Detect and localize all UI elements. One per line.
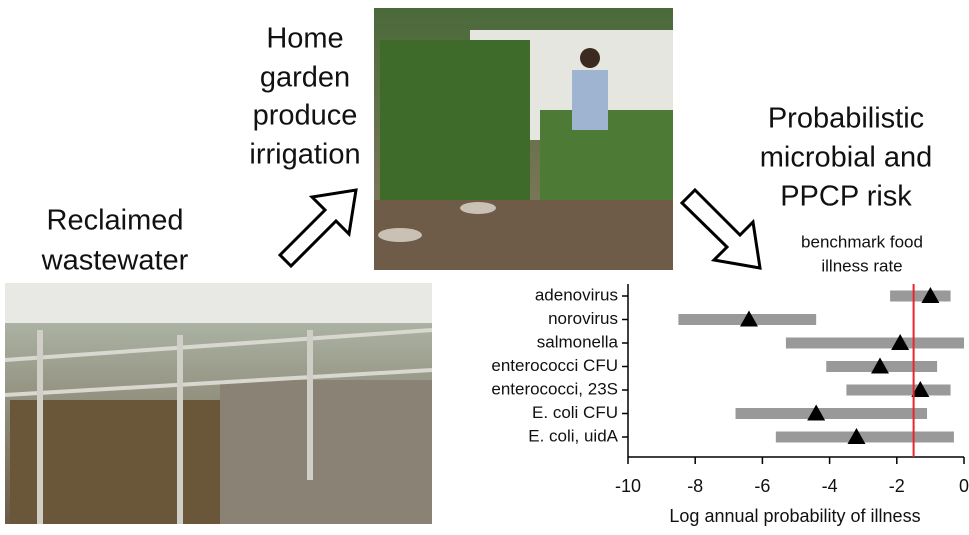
point-marker [921, 287, 940, 303]
x-axis-label: Log annual probability of illness [669, 506, 920, 526]
y-tick-label: E. coli CFU [532, 403, 618, 422]
range-bar [735, 408, 928, 419]
point-marker [871, 357, 889, 374]
x-tick-label: -8 [687, 476, 703, 496]
benchmark-label: illness rate [821, 256, 902, 275]
y-tick-label: enterococci, 23S [491, 379, 618, 398]
y-tick-label: salmonella [537, 332, 619, 351]
y-tick-label: norovirus [548, 309, 618, 328]
point-marker [847, 428, 866, 444]
x-tick-label: -2 [889, 476, 905, 496]
caption: Probabilistic [768, 103, 924, 135]
x-tick-label: -4 [822, 476, 838, 496]
garden-photo [374, 8, 673, 270]
x-tick-label: -10 [615, 476, 641, 496]
point-marker [739, 310, 758, 327]
y-tick-label: adenovirus [535, 285, 618, 304]
wastewater-photo [4, 283, 433, 524]
point-marker [891, 334, 910, 350]
range-bar [775, 431, 954, 443]
x-tick-label: 0 [959, 476, 969, 496]
y-tick-label: enterococci CFU [491, 356, 618, 375]
range-bar [890, 290, 951, 302]
x-tick-label: -6 [754, 476, 770, 496]
range-bar [785, 337, 964, 349]
caption: wastewater [41, 245, 189, 277]
caption: microbial and [760, 142, 932, 174]
caption: produce [253, 100, 358, 132]
point-marker [807, 404, 826, 421]
y-tick-label: E. coli, uidA [528, 426, 618, 445]
caption: garden [260, 62, 350, 94]
caption: irrigation [249, 139, 360, 171]
caption: Reclaimed [47, 205, 184, 237]
caption: Home [266, 23, 343, 55]
arrow [277, 188, 358, 269]
range-bar [846, 384, 951, 396]
point-marker [911, 381, 930, 397]
benchmark-label: benchmark food [801, 232, 923, 251]
caption: PPCP risk [780, 181, 912, 213]
arrow [679, 187, 762, 270]
